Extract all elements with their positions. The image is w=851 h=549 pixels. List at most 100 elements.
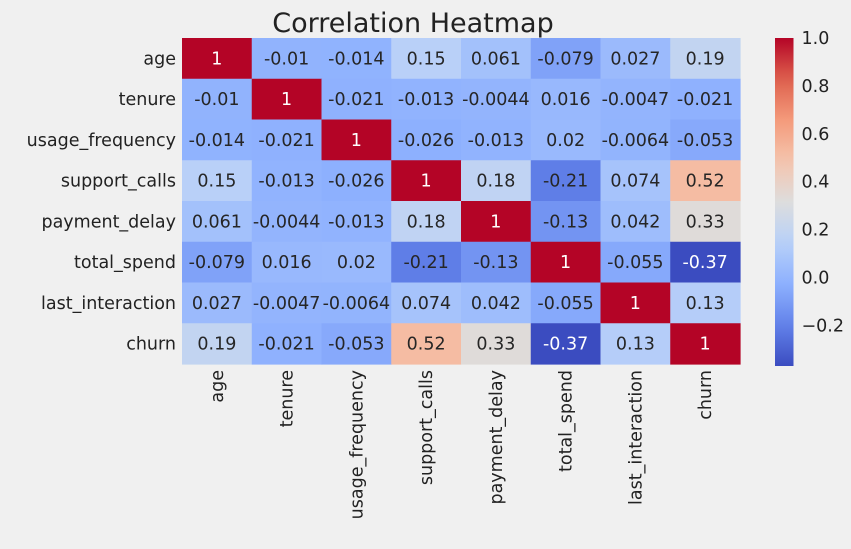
cell-value-label: -0.0044 — [253, 212, 321, 232]
cell-value-label: 1 — [281, 90, 292, 110]
heatmap-cell — [600, 241, 671, 284]
y-tick-label: churn — [126, 335, 176, 355]
cell-value-label: -0.079 — [189, 253, 245, 273]
heatmap-cell — [391, 38, 462, 80]
heatmap-cell — [670, 78, 741, 121]
cell-value-label: 0.027 — [610, 49, 660, 69]
cell-value-label: -0.0047 — [253, 294, 321, 314]
heatmap-cell — [391, 78, 462, 121]
heatmap-cell — [182, 119, 253, 161]
heatmap-cell — [321, 282, 392, 324]
cell-value-label: -0.053 — [677, 131, 733, 151]
heatmap-cell — [321, 38, 392, 80]
x-tick-label: usage_frequency — [347, 370, 367, 519]
cell-value-label: 1 — [211, 49, 222, 69]
cell-value-label: -0.055 — [537, 294, 593, 314]
heatmap-cells — [182, 38, 741, 365]
x-tick-label: age — [208, 370, 228, 403]
x-tick-label: payment_delay — [487, 370, 507, 505]
colorbar-tick-label: 0.6 — [802, 125, 830, 145]
y-tick-label: usage_frequency — [27, 131, 176, 151]
cell-value-label: 0.074 — [610, 172, 660, 192]
cell-value-label: -0.013 — [398, 90, 454, 110]
heatmap-cell — [670, 119, 741, 161]
y-tick-label: last_interaction — [41, 294, 176, 314]
heatmap-cell — [530, 38, 602, 80]
y-tick-label: total_spend — [74, 253, 176, 273]
heatmap-cell — [251, 78, 323, 121]
heatmap-cell — [321, 323, 392, 365]
heatmap-cell — [461, 201, 532, 243]
cell-value-label: -0.0064 — [602, 131, 670, 151]
x-tick-label: tenure — [278, 370, 298, 427]
colorbar-tick-label: −0.2 — [802, 316, 845, 336]
heatmap-cell — [321, 119, 392, 161]
heatmap-cell — [600, 38, 671, 80]
cell-value-label: 0.13 — [686, 294, 725, 314]
cell-value-label: 0.027 — [192, 294, 242, 314]
y-tick-label: support_calls — [61, 172, 176, 192]
heatmap-cell — [182, 78, 253, 121]
cell-value-label: -0.013 — [328, 212, 384, 232]
heatmap-cell — [391, 201, 462, 243]
heatmap-cell — [461, 119, 532, 161]
heatmap-cell — [670, 323, 741, 365]
heatmap-annotations: 1 -0.01 -0.014 0.15 0.061 -0.079 0.027 0.19 -0.0… — [189, 49, 734, 354]
heatmap-cell — [251, 282, 323, 324]
heatmap-cell — [251, 323, 323, 365]
cell-value-label: 0.52 — [407, 335, 446, 355]
cell-value-label: 0.074 — [401, 294, 451, 314]
heatmap-cell — [251, 201, 323, 243]
cell-value-label: -0.37 — [543, 335, 588, 355]
heatmap-cell — [391, 323, 462, 365]
colorbar-tick-label: 0.8 — [802, 77, 830, 97]
heatmap-cell — [670, 282, 741, 324]
cell-value-label: 0.061 — [192, 212, 242, 232]
heatmap-cell — [461, 78, 532, 121]
heatmap-cell — [600, 160, 671, 202]
cell-value-label: 1 — [351, 131, 362, 151]
cell-value-label: 0.33 — [476, 335, 515, 355]
heatmap-cell — [670, 241, 741, 284]
cell-value-label: -0.014 — [189, 131, 245, 151]
heatmap-cell — [600, 78, 671, 121]
cell-value-label: 0.02 — [546, 131, 585, 151]
colorbar: 1.0 0.8 0.6 0.4 0.2 0.0 −0.2 — [775, 29, 844, 366]
heatmap-cell — [530, 160, 602, 202]
colorbar-tick-label: 0.2 — [802, 221, 830, 241]
heatmap-cell — [600, 119, 671, 161]
cell-value-label: 0.042 — [610, 212, 660, 232]
heatmap-cell — [251, 241, 323, 284]
heatmap-cell — [182, 201, 253, 243]
heatmap-cell — [600, 323, 671, 365]
cell-value-label: -0.021 — [258, 131, 314, 151]
heatmap-cell — [670, 38, 741, 80]
cell-value-label: -0.079 — [537, 49, 593, 69]
x-tick-label: churn — [696, 370, 716, 420]
heatmap-cell — [461, 323, 532, 365]
heatmap-cell — [321, 201, 392, 243]
cell-value-label: -0.014 — [328, 49, 384, 69]
cell-value-label: -0.13 — [543, 212, 588, 232]
cell-value-label: 0.33 — [686, 212, 725, 232]
heatmap-cell — [530, 119, 602, 161]
cell-value-label: -0.0044 — [462, 90, 530, 110]
cell-value-label: 1 — [630, 294, 641, 314]
cell-value-label: 1 — [421, 172, 432, 192]
cell-value-label: 0.02 — [337, 253, 376, 273]
cell-value-label: -0.21 — [403, 253, 448, 273]
heatmap-cell — [530, 241, 602, 284]
heatmap-cell — [182, 282, 253, 324]
cell-value-label: -0.026 — [398, 131, 454, 151]
heatmap-cell — [391, 282, 462, 324]
colorbar-gradient — [775, 38, 794, 366]
cell-value-label: -0.01 — [194, 90, 239, 110]
cell-value-label: 0.016 — [541, 90, 591, 110]
heatmap-cell — [461, 282, 532, 324]
x-tick-label: support_calls — [417, 370, 437, 485]
heatmap-cell — [461, 38, 532, 80]
cell-value-label: 0.15 — [407, 49, 446, 69]
cell-value-label: -0.055 — [607, 253, 663, 273]
cell-value-label: -0.37 — [682, 253, 727, 273]
